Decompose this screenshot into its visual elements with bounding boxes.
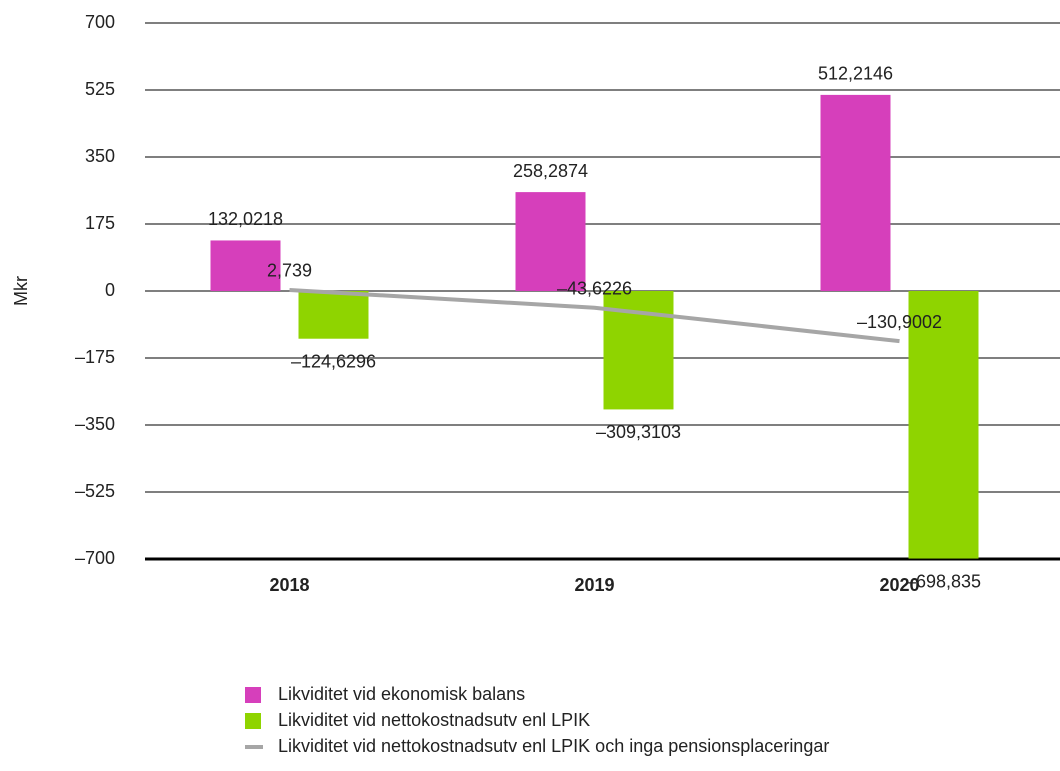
data-label: –124,6296 xyxy=(291,351,376,371)
y-tick-label: 525 xyxy=(85,79,115,99)
y-tick-label: –350 xyxy=(75,414,115,434)
data-label: –698,835 xyxy=(906,571,981,591)
y-tick-label: 700 xyxy=(85,12,115,32)
legend-marker xyxy=(245,713,261,729)
y-tick-label: 175 xyxy=(85,213,115,233)
x-tick-label: 2018 xyxy=(269,575,309,595)
legend-label: Likviditet vid nettokostnadsutv enl LPIK xyxy=(278,710,590,730)
bar xyxy=(298,291,369,339)
legend-marker xyxy=(245,687,261,703)
data-label: –130,9002 xyxy=(857,312,942,332)
x-tick-label: 2019 xyxy=(574,575,614,595)
data-label: 132,0218 xyxy=(208,209,283,229)
data-label: –309,3103 xyxy=(596,422,681,442)
bar xyxy=(820,94,891,291)
legend-label: Likviditet vid ekonomisk balans xyxy=(278,684,525,704)
x-tick-label: 2020 xyxy=(879,575,919,595)
data-label: –43,6226 xyxy=(557,278,632,298)
bar xyxy=(210,240,281,291)
data-label: 512,2146 xyxy=(818,64,893,84)
data-label: 258,2874 xyxy=(513,161,588,181)
y-tick-label: –525 xyxy=(75,481,115,501)
y-tick-label: –700 xyxy=(75,548,115,568)
legend-label: Likviditet vid nettokostnadsutv enl LPIK… xyxy=(278,736,829,756)
line xyxy=(289,287,900,344)
y-axis-label: Mkr xyxy=(11,276,31,306)
y-tick-label: –175 xyxy=(75,347,115,367)
bar xyxy=(908,291,979,559)
y-tick-label: 0 xyxy=(105,280,115,300)
bar xyxy=(515,192,586,291)
y-tick-label: 350 xyxy=(85,146,115,166)
data-label: 2,739 xyxy=(267,261,312,281)
